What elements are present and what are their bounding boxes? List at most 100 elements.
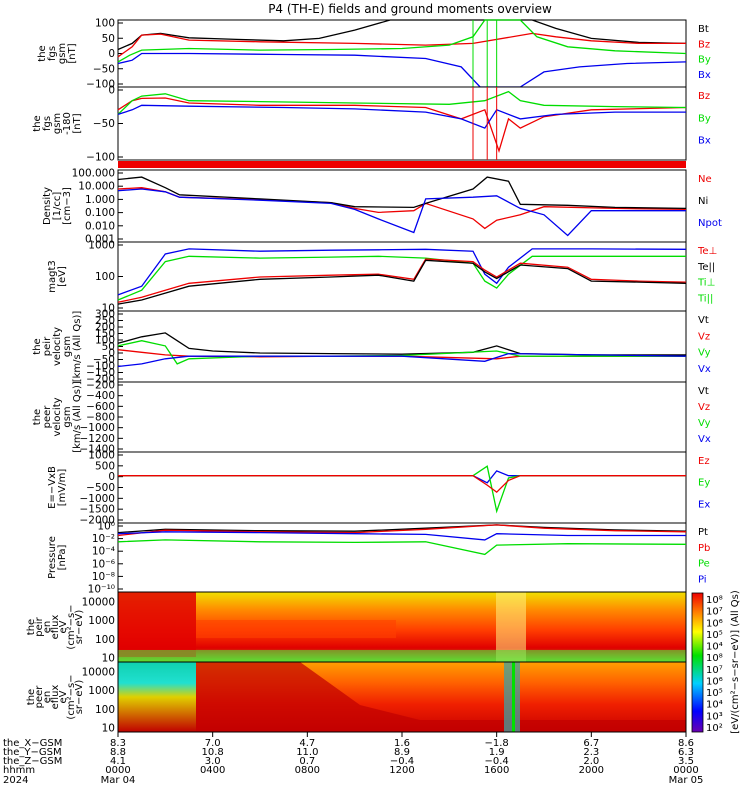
- y-tick-label: −50: [93, 63, 115, 75]
- legend-entry: Vt: [698, 386, 709, 397]
- peir-early-band: [118, 592, 196, 657]
- y-axis-label: gsm: [57, 43, 68, 64]
- legend-entry: Vt: [698, 315, 709, 326]
- y-tick-label: 100: [95, 18, 115, 30]
- x-row-value: 2.3: [583, 747, 599, 758]
- series-line-Ti: [117, 248, 687, 296]
- colorbar-tick-label: 10²: [706, 723, 723, 734]
- x-year: 2024: [3, 775, 28, 786]
- peir-core-band: [196, 620, 396, 638]
- y-tick-label: −800: [86, 412, 115, 424]
- x-row-value: 11.0: [296, 747, 318, 758]
- legend-entry: Bz: [698, 39, 710, 50]
- series-line-Te||: [117, 259, 687, 305]
- y-tick-label: −200: [86, 380, 115, 392]
- y-tick-label: 0.010: [85, 220, 115, 232]
- colorbar-tick-label: 10⁷: [706, 665, 723, 676]
- peir-low-band: [118, 650, 686, 662]
- y-axis-label: sr−eV): [74, 610, 85, 645]
- y-tick-label: 0: [108, 48, 115, 60]
- legend-entry: Pi: [698, 574, 707, 585]
- legend-entry: Npot: [698, 218, 722, 229]
- y-axis-label: the: [26, 689, 37, 705]
- y-axis-label: [nT]: [67, 43, 78, 63]
- legend-entry: Te||: [697, 262, 715, 273]
- series-line-Ez: [118, 475, 686, 494]
- y-tick-label: −1200: [79, 433, 115, 445]
- x-row-label: hhmm: [3, 765, 35, 776]
- y-tick-label: 1000: [88, 450, 115, 462]
- y-tick-label: 0: [108, 471, 115, 483]
- y-axis-label: peir: [42, 336, 53, 356]
- x-row-value: 6.3: [678, 747, 694, 758]
- x-row-value: −0.4: [485, 756, 509, 767]
- legend-entry: Vy: [698, 418, 711, 429]
- x-row-value: 0000: [673, 765, 698, 776]
- colorbar-tick-label: 10⁴: [706, 700, 723, 711]
- series-line-Vx: [117, 352, 687, 368]
- x-row-value: 4.7: [299, 738, 315, 749]
- x-row-label: the_Z−GSM: [3, 756, 62, 767]
- series-line-Bz: [117, 97, 687, 154]
- y-axis-label: magt3: [47, 260, 58, 293]
- y-tick-label: 10⁻²: [92, 533, 115, 545]
- y-axis-label: peer: [34, 685, 45, 709]
- x-row-value: 3.5: [678, 756, 694, 767]
- panel-frame: [117, 86, 687, 161]
- y-axis-label: peir: [34, 616, 45, 636]
- peer-dense-region: [196, 662, 686, 732]
- colorbar-tick-label: 10⁸: [706, 595, 723, 606]
- x-row-value: 0.7: [299, 756, 315, 767]
- legend-entry: Vz: [698, 331, 710, 342]
- y-tick-label: −1000: [79, 493, 115, 505]
- x-row-value: 3.0: [205, 756, 221, 767]
- y-axis-label: [nPa]: [57, 544, 68, 570]
- x-row-value: 4.1: [110, 756, 126, 767]
- y-axis-label: [km/s (All Qs)]: [72, 381, 83, 453]
- y-tick-label: 500: [95, 460, 115, 472]
- y-tick-label: −1000: [79, 422, 115, 434]
- legend-entry: Ey: [698, 478, 710, 489]
- x-row-value: −1.8: [485, 738, 509, 749]
- panel-frame: [117, 310, 687, 383]
- x-row-value: 10.8: [202, 747, 224, 758]
- y-tick-label: −50: [93, 354, 115, 366]
- y-axis-label: gsm: [52, 113, 63, 134]
- legend-entry: Ni: [698, 196, 708, 207]
- y-tick-label: −1400: [79, 444, 115, 456]
- y-axis-label: the: [32, 115, 43, 131]
- legend-entry: Bx: [698, 70, 711, 81]
- series-line-Npot: [117, 188, 686, 237]
- y-axis-label: [eV]: [57, 266, 68, 287]
- colorbar-tick-label: 10⁸: [706, 653, 723, 664]
- y-tick-label: 0: [108, 85, 115, 97]
- y-axis-label: [cm−3]: [62, 187, 73, 225]
- y-axis-label: the: [32, 409, 43, 425]
- series-line-Pi: [117, 531, 686, 541]
- y-axis-label: the: [26, 619, 37, 635]
- legend-entry: By: [698, 113, 711, 124]
- panel-peer-velocity: −200−400−600−800−1000−1200−1400 the peer ve…: [32, 380, 711, 456]
- colorbar-tick-label: 10⁷: [706, 607, 723, 618]
- y-tick-label: 10: [102, 653, 115, 665]
- x-row-label: the_Y−GSM: [3, 747, 62, 758]
- legend-entry: Bx: [698, 136, 711, 147]
- y-tick-label: 100: [95, 634, 115, 646]
- x-row-label: the_X−GSM: [3, 738, 62, 749]
- y-tick-label: 10⁻⁶: [92, 558, 115, 570]
- panel-temperature: 1000 100 10 magt3 [eV] Te⊥ Te|| Ti⊥ Ti||: [47, 240, 717, 315]
- y-axis-label: velocity: [52, 397, 63, 436]
- y-axis-label: en: [42, 621, 53, 634]
- x-row-value: 0400: [200, 765, 225, 776]
- legend-entry: Pb: [698, 543, 710, 554]
- y-axis-label: (cm²−s−: [66, 674, 77, 719]
- legend-entry: Vy: [698, 348, 711, 359]
- colorbar-tick-label: 10⁶: [706, 676, 723, 687]
- legend-entry: Ne: [698, 174, 712, 185]
- x-row-value: 0000: [105, 765, 130, 776]
- y-axis-label: [mV/m]: [57, 469, 68, 507]
